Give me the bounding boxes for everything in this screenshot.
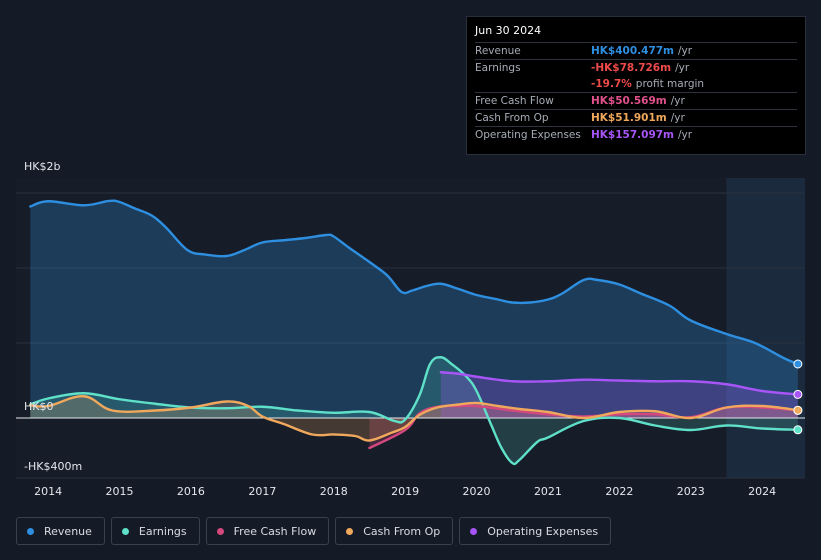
tooltip-unit: /yr: [675, 60, 689, 76]
tooltip-unit: /yr: [671, 93, 685, 109]
x-tick-label: 2018: [320, 485, 348, 498]
tooltip-row-cash-from-op: Cash From Op HK$51.901m /yr: [475, 109, 797, 126]
legend-dot-icon: [346, 528, 353, 535]
tooltip-label: Revenue: [475, 43, 591, 59]
endpoint-earnings: [794, 426, 802, 434]
legend-item-free-cash-flow[interactable]: Free Cash Flow: [206, 517, 330, 545]
legend-item-cash-from-op[interactable]: Cash From Op: [335, 517, 453, 545]
legend-label: Free Cash Flow: [234, 525, 317, 538]
tooltip-row-operating-expenses: Operating Expenses HK$157.097m /yr: [475, 126, 797, 143]
legend-dot-icon: [470, 528, 477, 535]
tooltip-row-profit-margin: -19.7% profit margin: [475, 76, 797, 92]
tooltip-value: HK$51.901m: [591, 110, 667, 126]
legend-item-operating-expenses[interactable]: Operating Expenses: [459, 517, 611, 545]
tooltip-unit: /yr: [678, 43, 692, 59]
x-tick-label: 2023: [677, 485, 705, 498]
tooltip-value: -HK$78.726m: [591, 60, 671, 76]
x-tick-label: 2019: [391, 485, 419, 498]
tooltip-label: Earnings: [475, 60, 591, 76]
x-tick-label: 2017: [248, 485, 276, 498]
endpoint-cash-from-op: [794, 406, 802, 414]
tooltip-row-earnings: Earnings -HK$78.726m /yr: [475, 59, 797, 76]
x-tick-label: 2024: [748, 485, 776, 498]
tooltip-row-revenue: Revenue HK$400.477m /yr: [475, 42, 797, 59]
y-axis-zero-label: HK$0: [24, 400, 53, 413]
legend-label: Operating Expenses: [487, 525, 598, 538]
legend-label: Revenue: [44, 525, 92, 538]
tooltip-unit: /yr: [678, 127, 692, 143]
tooltip-row-free-cash-flow: Free Cash Flow HK$50.569m /yr: [475, 92, 797, 109]
tooltip-value: HK$157.097m: [591, 127, 674, 143]
y-axis-top-label: HK$2b: [24, 160, 60, 173]
tooltip-unit: /yr: [671, 110, 685, 126]
endpoint-revenue: [794, 360, 802, 368]
tooltip-label: Cash From Op: [475, 110, 591, 126]
tooltip-date: Jun 30 2024: [475, 24, 797, 37]
x-tick-label: 2014: [34, 485, 62, 498]
tooltip-label: Free Cash Flow: [475, 93, 591, 109]
tooltip-unit: profit margin: [636, 76, 704, 92]
tooltip-value: HK$400.477m: [591, 43, 674, 59]
endpoint-operating-expenses: [794, 390, 802, 398]
tooltip-value: HK$50.569m: [591, 93, 667, 109]
tooltip-label: [475, 76, 591, 92]
y-axis-bottom-label: -HK$400m: [24, 460, 82, 473]
data-tooltip: Jun 30 2024 Revenue HK$400.477m /yr Earn…: [466, 16, 806, 155]
legend-label: Earnings: [139, 525, 187, 538]
tooltip-label: Operating Expenses: [475, 127, 591, 143]
legend-item-revenue[interactable]: Revenue: [16, 517, 105, 545]
legend-label: Cash From Op: [363, 525, 440, 538]
legend-dot-icon: [122, 528, 129, 535]
chart-legend: Revenue Earnings Free Cash Flow Cash Fro…: [16, 517, 611, 545]
legend-item-earnings[interactable]: Earnings: [111, 517, 200, 545]
x-tick-label: 2020: [463, 485, 491, 498]
x-tick-label: 2021: [534, 485, 562, 498]
forecast-band: [726, 178, 805, 478]
legend-dot-icon: [27, 528, 34, 535]
x-tick-label: 2015: [106, 485, 134, 498]
legend-dot-icon: [217, 528, 224, 535]
x-tick-label: 2016: [177, 485, 205, 498]
x-tick-label: 2022: [605, 485, 633, 498]
tooltip-value: -19.7%: [591, 76, 632, 92]
